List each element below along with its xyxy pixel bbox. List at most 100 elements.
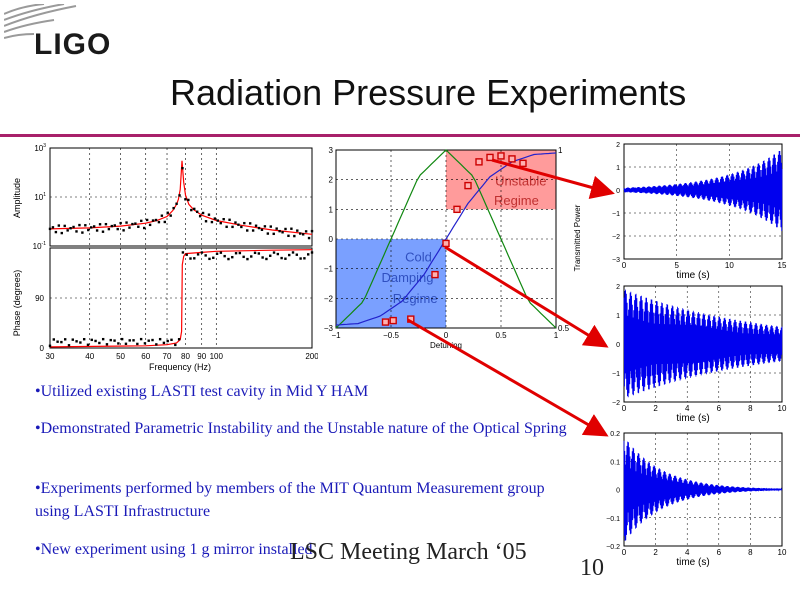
phase-data-point: [231, 255, 234, 259]
oscillation-trace: [623, 440, 783, 541]
amplitude-data-point: [60, 231, 63, 235]
frequency-tick-label: 40: [85, 352, 94, 361]
amplitude-data-point: [84, 224, 87, 227]
title-divider: [0, 134, 800, 137]
detuning-tick-label: 0: [444, 331, 449, 340]
spring-tick-label: −2: [324, 294, 334, 303]
amplitude-data-point: [95, 229, 99, 232]
spring-tick-label: 1: [329, 205, 334, 214]
bullet-3: •Experiments performed by members of the…: [35, 480, 545, 520]
amplitude-data-point: [260, 228, 264, 231]
phase-data-point: [63, 338, 67, 341]
cold-damping-region: [336, 239, 446, 328]
phase-data-point: [101, 337, 105, 341]
amplitude-data-point: [187, 198, 190, 202]
amplitude-data-point: [128, 226, 131, 229]
detuning-axis-label: Detuning: [430, 341, 462, 350]
amplitude-data-point: [175, 202, 178, 205]
time-tick-label: 4: [685, 404, 690, 413]
ligo-logo-swirl: [4, 4, 77, 39]
amplitude-tick-label: −1: [612, 211, 620, 218]
amplitude-data-point: [231, 225, 234, 229]
phase-data-point: [139, 337, 143, 341]
measured-point: [389, 316, 397, 325]
amplitude-data-point: [201, 211, 205, 215]
phase-data-point: [234, 252, 238, 255]
amplitude-data-point: [72, 225, 75, 229]
amplitude-data-point: [251, 229, 255, 232]
phase-data-point: [105, 343, 109, 346]
amplitude-data-point: [151, 219, 155, 222]
amplitude-tick-label: 1: [616, 313, 620, 320]
amplitude-data-point: [122, 229, 125, 232]
phase-data-point: [257, 252, 261, 255]
amplitude-tick-label: 0: [616, 188, 620, 195]
frequency-tick-label: 30: [46, 352, 55, 361]
amplitude-tick-label: −0.1: [606, 516, 620, 523]
amplitude-data-point: [246, 229, 249, 232]
measured-point: [475, 158, 483, 166]
amplitude-data-point: [219, 221, 222, 225]
time-tick-label: 6: [717, 548, 722, 557]
phase-tick-label: 0: [40, 344, 45, 353]
amplitude-data-point: [266, 232, 270, 235]
phase-data-point: [56, 340, 59, 343]
phase-data-point: [253, 251, 257, 255]
phase-tick-label: 90: [35, 294, 44, 303]
amplitude-tick-label: 0.2: [610, 431, 620, 438]
measured-point: [464, 181, 472, 190]
phase-data-point: [98, 341, 101, 345]
time-tick-label: 10: [725, 261, 734, 270]
amplitude-data-point: [51, 226, 55, 229]
time-tick-label: 8: [748, 548, 753, 557]
measured-point: [519, 159, 527, 168]
amplitude-tick-label: −2: [612, 234, 620, 241]
spring-tick-label: −1: [324, 265, 334, 274]
time-tick-label: 10: [778, 404, 787, 413]
phase-data-point: [90, 338, 93, 342]
phase-data-point: [128, 339, 131, 342]
footer-meeting: LSC Meeting March ‘05: [290, 539, 527, 565]
phase-data-point: [136, 342, 139, 346]
detuning-tick-label: −1: [331, 331, 341, 340]
measured-point: [486, 153, 494, 162]
phase-data-point: [132, 339, 135, 342]
frequency-tick-label: 80: [181, 352, 190, 361]
amplitude-tick-label: −1: [612, 371, 620, 378]
amplitude-data-point: [304, 230, 308, 233]
frequency-tick-label: 200: [305, 352, 319, 361]
unstable-label: Unstable: [495, 174, 546, 189]
phase-data-point: [67, 344, 71, 347]
cold-damping-label: Damping: [381, 270, 433, 285]
amplitude-data-point: [119, 221, 122, 225]
phase-data-point: [269, 254, 272, 257]
frequency-tick-label: 100: [210, 352, 224, 361]
transmitted-power-label: Transmitted Power: [573, 204, 582, 271]
amplitude-data-point: [213, 217, 217, 220]
phase-data-point: [219, 251, 223, 254]
phase-data-point: [238, 251, 242, 255]
amplitude-data-point: [172, 206, 175, 210]
amplitude-data-point: [75, 230, 78, 233]
oscillation-trace: [623, 150, 783, 232]
amplitude-data-point: [243, 221, 246, 225]
phase-data-point: [117, 342, 120, 345]
time-tick-label: 5: [674, 261, 679, 270]
cold-damping-label: Regime: [393, 291, 438, 306]
phase-data-point: [303, 257, 306, 260]
amplitude-data-point: [296, 229, 299, 232]
phase-data-point: [200, 251, 204, 254]
measured-point: [407, 315, 415, 323]
phase-data-point: [310, 251, 314, 254]
phase-data-point: [48, 344, 52, 347]
amplitude-tick-label: 1: [616, 165, 620, 172]
amplitude-data-point: [163, 220, 167, 224]
phase-fit-line: [49, 249, 313, 348]
phase-data-point: [181, 251, 185, 254]
power-tick-label: 1: [558, 146, 563, 155]
phase-data-point: [288, 253, 291, 257]
amplitude-data-point: [278, 229, 281, 233]
amplitude-data-point: [216, 219, 219, 222]
amplitude-data-point: [107, 227, 111, 231]
phase-data-point: [291, 251, 295, 254]
